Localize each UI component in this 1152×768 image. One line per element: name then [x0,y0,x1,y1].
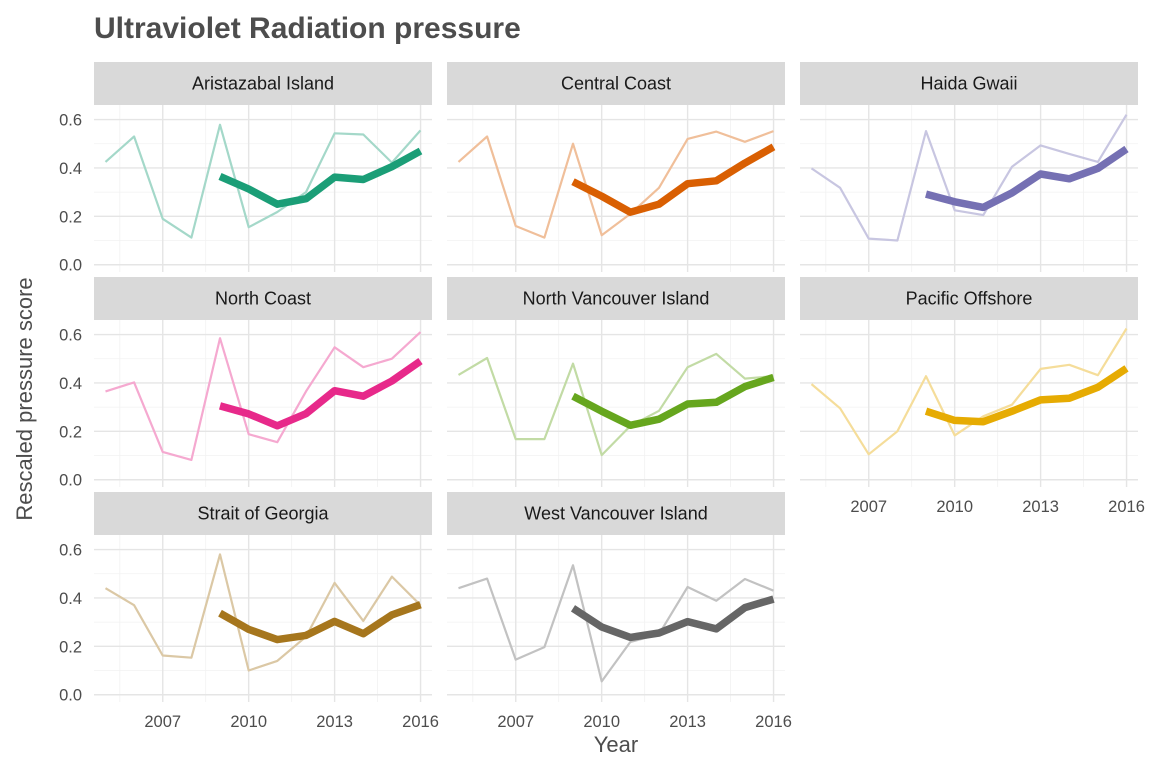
y-tick-label: 0.6 [59,327,82,345]
panel-north-coast: North Coast 0.0 0.2 0.4 0.6 [59,277,432,490]
facet-strip [447,492,785,535]
y-tick-label: 0.0 [59,472,82,490]
x-tick-label: 2010 [230,713,267,731]
panel-aristazabal-island: Aristazabal Island 0.0 0.2 0.4 0.6 [59,62,432,275]
facet-strip [94,492,432,535]
panel-pacific-offshore: Pacific Offshore 2007 2010 2013 2016 [800,277,1145,516]
facet-strip-label: West Vancouver Island [524,504,707,524]
smoothed-series-line [571,373,775,430]
raw-series-line [458,564,774,683]
smoothed-series-line [218,147,423,208]
panels-group: Aristazabal Island 0.0 0.2 0.4 0.6 Central Co… [59,62,1145,731]
y-tick-label: 0.2 [59,423,82,441]
smoothed-series-line [571,143,776,216]
smoothed-series-line [218,358,423,430]
facet-strip [94,277,432,320]
y-tick-label: 0.2 [59,638,82,656]
facet-strip-label: North Vancouver Island [523,289,710,309]
raw-series-line [810,327,1128,456]
x-tick-label: 2016 [402,713,439,731]
y-tick-label: 0.6 [59,542,82,560]
x-tick-label: 2016 [755,713,792,731]
panel-west-vancouver-island: West Vancouver Island 2007 2010 2013 2016 [447,492,792,731]
raw-series-line [457,130,774,239]
x-tick-label: 2016 [1108,498,1145,516]
smoothed-series-line [924,365,1129,426]
raw-series-line [457,352,774,457]
y-tick-label: 0.4 [59,375,82,393]
facet-strip-label: Central Coast [561,74,671,94]
x-tick-label: 2007 [497,713,534,731]
x-tick-label: 2013 [1022,498,1059,516]
facet-strip [447,277,785,320]
raw-series-line [810,114,1128,242]
x-tick-label: 2013 [669,713,706,731]
raw-series-line [104,553,422,672]
y-tick-label: 0.0 [59,687,82,705]
panel-north-vancouver-island: North Vancouver Island [447,277,785,487]
x-tick-label: 2007 [850,498,887,516]
y-tick-label: 0.6 [59,112,82,130]
facet-strip [94,62,432,105]
y-tick-label: 0.2 [59,208,82,226]
facet-strip-label: Pacific Offshore [906,289,1033,309]
facet-strip-label: Haida Gwaii [920,74,1017,94]
raw-series-line [104,123,422,239]
panel-haida-gwaii: Haida Gwaii [800,62,1138,272]
x-axis-title: Year [594,732,638,757]
panel-strait-of-georgia: Strait of Georgia 0.0 0.2 0.4 0.6 2007 2010 201… [59,492,439,731]
facet-strip [800,62,1138,105]
raw-series-line [105,331,422,461]
x-tick-label: 2007 [144,713,181,731]
y-tick-label: 0.4 [59,160,82,178]
smoothed-series-line [570,595,775,642]
x-tick-label: 2010 [583,713,620,731]
facet-strip-label: Strait of Georgia [197,504,329,524]
facet-strip [447,62,785,105]
facet-strip-label: Aristazabal Island [192,74,334,94]
y-tick-label: 0.0 [59,257,82,275]
y-tick-label: 0.4 [59,590,82,608]
smoothed-series-line [925,145,1129,212]
facet-strip-label: North Coast [215,289,311,309]
facet-strip [800,277,1138,320]
y-axis-title: Rescaled pressure score [12,277,37,520]
x-tick-label: 2010 [936,498,973,516]
panel-central-coast: Central Coast [447,62,785,272]
smoothed-series-line [218,601,422,644]
x-tick-label: 2013 [316,713,353,731]
chart-title: Ultraviolet Radiation pressure [94,12,521,45]
